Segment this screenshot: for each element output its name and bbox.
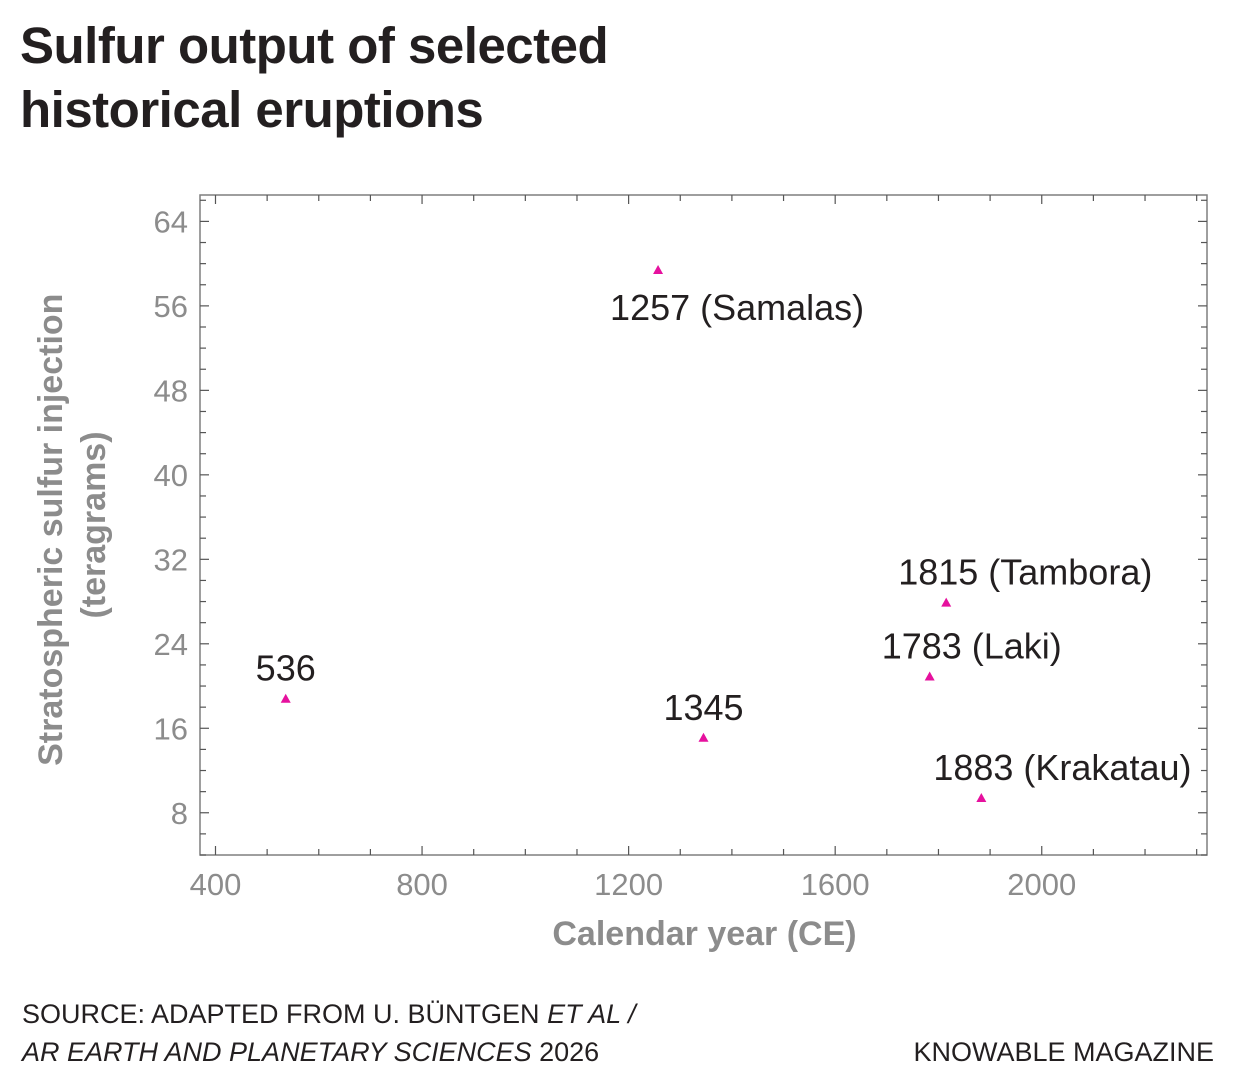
source-line-2-text: 2026 — [531, 1037, 600, 1067]
data-point-marker — [976, 792, 987, 802]
chart-title-line-1: Sulfur output of selected — [20, 17, 609, 74]
y-axis-label: Stratospheric sulfur injection (teragram… — [32, 284, 113, 766]
data-point-marker — [698, 732, 709, 742]
y-tick-label: 32 — [154, 542, 188, 577]
x-axis-label: Calendar year (CE) — [552, 915, 856, 953]
data-points: 536 1257 (Samalas) 1345 1783 (Laki) 1815 (Ta… — [256, 264, 1191, 802]
x-tick-label: 800 — [396, 867, 448, 902]
source-line-1: SOURCE: ADAPTED FROM U. BÜNTGEN ET AL / — [22, 995, 636, 1033]
data-point-label: 536 — [256, 648, 316, 689]
chart-title-line-2: historical eruptions — [20, 81, 484, 138]
data-point-label: 1883 (Krakatau) — [933, 747, 1191, 788]
data-point-marker — [653, 264, 664, 274]
y-tick-label: 48 — [154, 373, 188, 408]
y-tick-label: 8 — [171, 796, 188, 831]
source-line-1-italic: ET AL / — [547, 999, 636, 1029]
data-point-label: 1783 (Laki) — [882, 626, 1062, 667]
source-line-1-text: SOURCE: ADAPTED FROM U. BÜNTGEN — [22, 999, 548, 1029]
data-point-label: 1815 (Tambora) — [898, 552, 1152, 593]
scatter-chart: 400 800 1200 1600 2000 8 16 24 32 40 48 56 64 536 125… — [32, 194, 1208, 953]
axes: 400 800 1200 1600 2000 8 16 24 32 40 48 56 64 — [154, 194, 1208, 902]
y-tick-label: 56 — [154, 289, 188, 324]
source-line-2-italic: AR EARTH AND PLANETARY SCIENCES — [22, 1037, 532, 1067]
y-axis-label-line-1: Stratospheric sulfur injection — [32, 294, 70, 766]
data-point-marker — [924, 671, 935, 681]
x-tick-label: 400 — [190, 867, 242, 902]
x-tick-label: 2000 — [1007, 867, 1076, 902]
publisher-credit: KNOWABLE MAGAZINE — [913, 1037, 1214, 1067]
data-point-marker — [280, 693, 291, 703]
y-axis-label-line-2: (teragrams) — [75, 431, 113, 618]
data-point-marker — [941, 597, 952, 607]
plot-frame — [199, 194, 1208, 856]
source-note: SOURCE: ADAPTED FROM U. BÜNTGEN ET AL / … — [22, 995, 636, 1071]
chart-title: Sulfur output of selected historical eru… — [20, 14, 1120, 142]
y-tick-label: 64 — [154, 204, 188, 239]
x-tick-label: 1600 — [801, 867, 870, 902]
y-tick-label: 16 — [154, 711, 188, 746]
data-point-label: 1257 (Samalas) — [610, 287, 864, 328]
y-tick-label: 40 — [154, 458, 188, 493]
x-tick-label: 1200 — [594, 867, 663, 902]
data-point-label: 1345 — [663, 687, 743, 728]
source-line-2: AR EARTH AND PLANETARY SCIENCES 2026 — [22, 1033, 636, 1071]
y-tick-label: 24 — [154, 627, 188, 662]
